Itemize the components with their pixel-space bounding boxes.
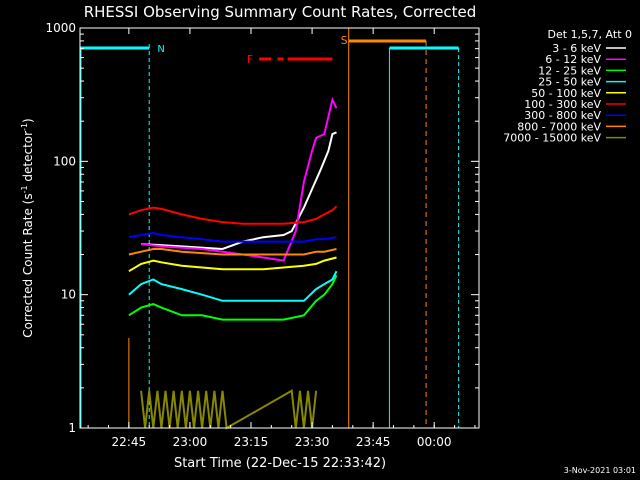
series-layer (128, 96, 338, 430)
legend-label-8: 7000 - 15000 keV (503, 132, 601, 145)
x-tick-label-2: 23:15 (234, 435, 269, 449)
y-tick-label-1: 10 (61, 288, 76, 302)
legend-label-2: 12 - 25 keV (538, 64, 601, 77)
series-line-4 (128, 256, 337, 273)
y-tick-label-3: 1000 (45, 21, 76, 35)
legend-label-3: 25 - 50 keV (538, 76, 601, 89)
x-axis-label: Start Time (22-Dec-15 22:33:42) (174, 456, 386, 471)
legend-label-5: 100 - 300 keV (524, 98, 601, 111)
axes-layer: 22:45 23:00 23:15 23:30 23:45 00:00 1 10 100 1000 (45, 21, 480, 449)
legend-title: Det 1,5,7, Att 0 (548, 28, 632, 41)
series-line-6 (128, 231, 337, 243)
annotation-night-label: N (157, 44, 164, 55)
legend-label-7: 800 - 7000 keV (517, 120, 601, 133)
x-tick-label-4: 23:45 (356, 435, 391, 449)
series-line-3 (128, 270, 338, 302)
y-axis-label-end: ) (21, 118, 35, 123)
y-tick-label-2: 100 (53, 154, 76, 168)
legend-label-4: 50 - 100 keV (531, 87, 601, 100)
annotation-layer: N F S (157, 34, 347, 66)
y-axis-label-sup1: -1 (20, 185, 29, 193)
legend-label-0: 3 - 6 keV (552, 42, 601, 55)
y-axis-label-main: Corrected Count Rate (s (21, 193, 35, 337)
plot-overlays (80, 28, 460, 428)
chart-title: RHESSI Observing Summary Count Rates, Co… (84, 3, 477, 21)
x-tick-label-1: 23:00 (173, 435, 208, 449)
series-line-5 (128, 205, 338, 225)
series-line-0 (141, 131, 337, 251)
x-tick-label-5: 00:00 (417, 435, 452, 449)
y-axis-label-mid: detector (21, 131, 35, 186)
y-tick-label-0: 1 (68, 421, 76, 435)
y-axis-label: Corrected Count Rate (s-1 detector-1) (20, 118, 35, 337)
y-axis-label-sup2: -1 (20, 123, 29, 131)
legend-label-1: 6 - 12 keV (545, 53, 601, 66)
x-tick-label-3: 23:30 (295, 435, 330, 449)
series-line-1 (140, 96, 338, 262)
footer-date: 3-Nov-2021 03:01 (564, 466, 636, 475)
series-line-7 (128, 248, 337, 256)
annotation-saa-label: S (341, 34, 348, 47)
series-line-2 (128, 274, 338, 321)
series-line-8 (140, 389, 318, 430)
annotation-flare-label: F (247, 53, 253, 66)
x-tick-label-0: 22:45 (112, 435, 147, 449)
legend-label-6: 300 - 800 keV (524, 109, 601, 122)
plot-frame (79, 27, 480, 429)
